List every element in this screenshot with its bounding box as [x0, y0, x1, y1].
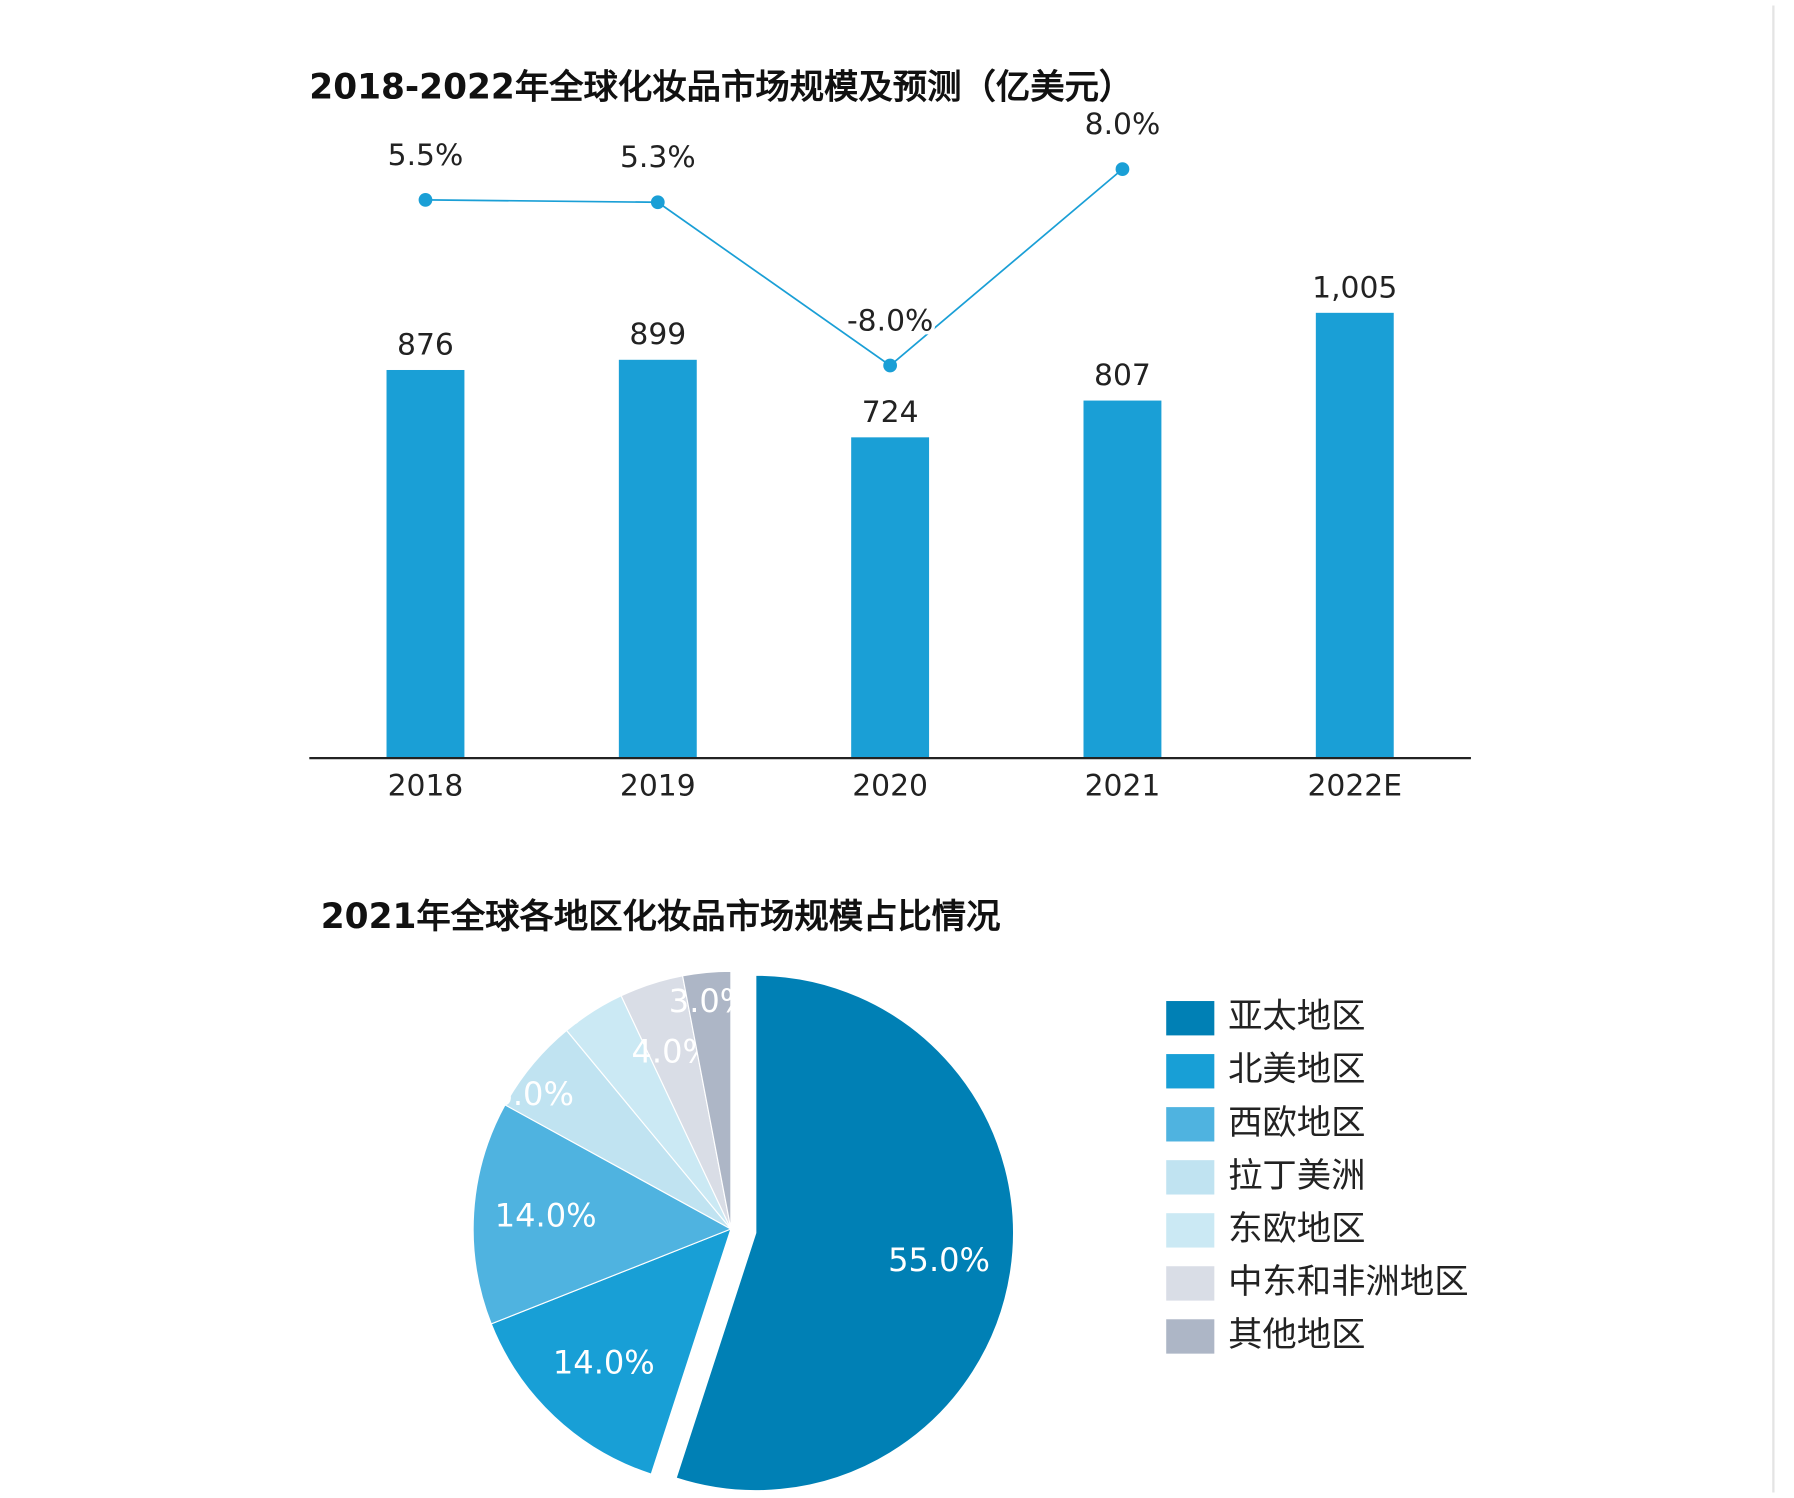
pie-slice [472, 1104, 733, 1325]
chart-title: 2018-2022年全球化妆品市场规模及预测（亿美元） [309, 68, 1133, 108]
data-label: 876 [397, 327, 454, 362]
data-label: 6.0% [492, 1075, 573, 1113]
x-tick-label: 2019 [620, 768, 696, 803]
legend-swatch [1166, 1107, 1215, 1142]
legend-swatch [1166, 1266, 1215, 1301]
legend-swatch [1166, 1319, 1215, 1354]
bar [618, 359, 697, 759]
bar [1083, 400, 1162, 759]
bar [851, 437, 930, 759]
x-tick-label: 2021 [1085, 768, 1161, 803]
legend-label: 拉丁美洲 [1228, 1156, 1365, 1196]
data-label: 1,005 [1312, 270, 1397, 305]
chart-title: 2021年全球各地区化妆品市场规模占比情况 [321, 897, 1001, 937]
legend-label: 亚太地区 [1228, 997, 1365, 1037]
line-point [1115, 162, 1130, 177]
line-point [418, 192, 433, 207]
legend-swatch [1166, 1160, 1215, 1195]
data-label: 5.3% [620, 140, 696, 175]
data-label: 14.0% [495, 1196, 597, 1234]
data-label: 899 [629, 317, 686, 352]
pie-slice [490, 1228, 732, 1475]
bar [386, 369, 465, 759]
legend-label: 中东和非洲地区 [1228, 1262, 1469, 1302]
line [425, 168, 1124, 367]
x-tick-label: 2020 [852, 768, 928, 803]
data-label: 3.0% [669, 982, 750, 1020]
x-tick-label: 2018 [388, 768, 464, 803]
legend-swatch [1166, 1054, 1215, 1089]
data-label: 724 [862, 395, 919, 430]
data-label: 5.5% [388, 138, 464, 173]
line-point [883, 358, 897, 373]
legend-swatch [1166, 1001, 1215, 1036]
data-label: 55.0% [888, 1241, 990, 1279]
data-label: 8.0% [1085, 107, 1161, 142]
legend-swatch [1166, 1213, 1215, 1248]
legend-label: 其他地区 [1228, 1315, 1365, 1355]
legend-label: 西欧地区 [1228, 1103, 1365, 1143]
data-label: 807 [1094, 358, 1151, 393]
legend-label: 北美地区 [1228, 1050, 1365, 1090]
data-label: 14.0% [553, 1343, 655, 1381]
x-tick-label: 2022E [1307, 768, 1402, 803]
data-label: -8.0% [847, 303, 933, 338]
legend-label: 东欧地区 [1228, 1209, 1365, 1249]
data-label: 4.0% [500, 994, 581, 1032]
bar [1315, 312, 1394, 759]
line-point [650, 195, 665, 210]
pie-slice [681, 970, 732, 1230]
pie-slice [675, 974, 1015, 1492]
